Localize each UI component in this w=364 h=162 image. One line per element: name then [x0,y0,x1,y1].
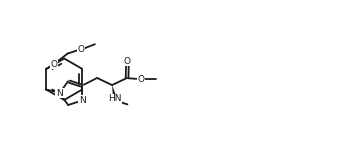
Text: N: N [56,89,63,98]
Text: O: O [124,57,131,66]
Polygon shape [112,85,117,98]
Text: N: N [79,96,86,105]
Text: O: O [51,60,58,69]
Text: O: O [138,75,145,84]
Text: HN: HN [108,94,122,104]
Text: O: O [78,45,85,54]
